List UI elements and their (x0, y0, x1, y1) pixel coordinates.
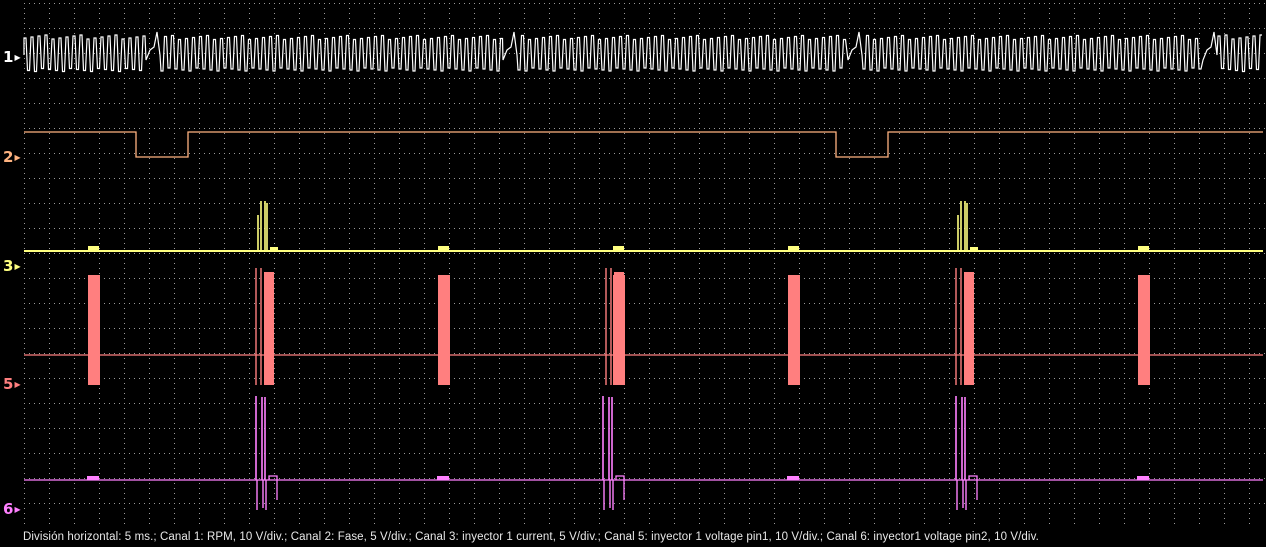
channel-5-label: 5 (3, 375, 14, 393)
channel-3-label: 3 (3, 257, 14, 275)
waveform-traces (23, 31, 1263, 510)
channel-3-marker[interactable]: 3 ▶ (3, 259, 21, 274)
channel-arrow-icon: ▶ (14, 153, 21, 162)
channel-5-marker[interactable]: 5 ▶ (3, 377, 21, 392)
channel-arrow-icon: ▶ (14, 262, 21, 271)
channel-1-label: 1 (3, 48, 14, 66)
channel-6-marker[interactable]: 6 ▶ (3, 502, 21, 517)
channel-1-marker[interactable]: 1 ▶ (3, 50, 21, 65)
channel-arrow-icon: ▶ (14, 53, 21, 62)
channel-6-label: 6 (3, 500, 14, 518)
channel-arrow-icon: ▶ (14, 380, 21, 389)
channel-arrow-icon: ▶ (14, 505, 21, 514)
status-bar-settings: División horizontal: 5 ms.; Canal 1: RPM… (23, 531, 1039, 543)
oscilloscope-screen: 1 ▶ 2 ▶ 3 ▶ 5 ▶ 6 ▶ (3, 3, 1265, 524)
channel-2-label: 2 (3, 148, 14, 166)
channel-2-marker[interactable]: 2 ▶ (3, 150, 21, 165)
